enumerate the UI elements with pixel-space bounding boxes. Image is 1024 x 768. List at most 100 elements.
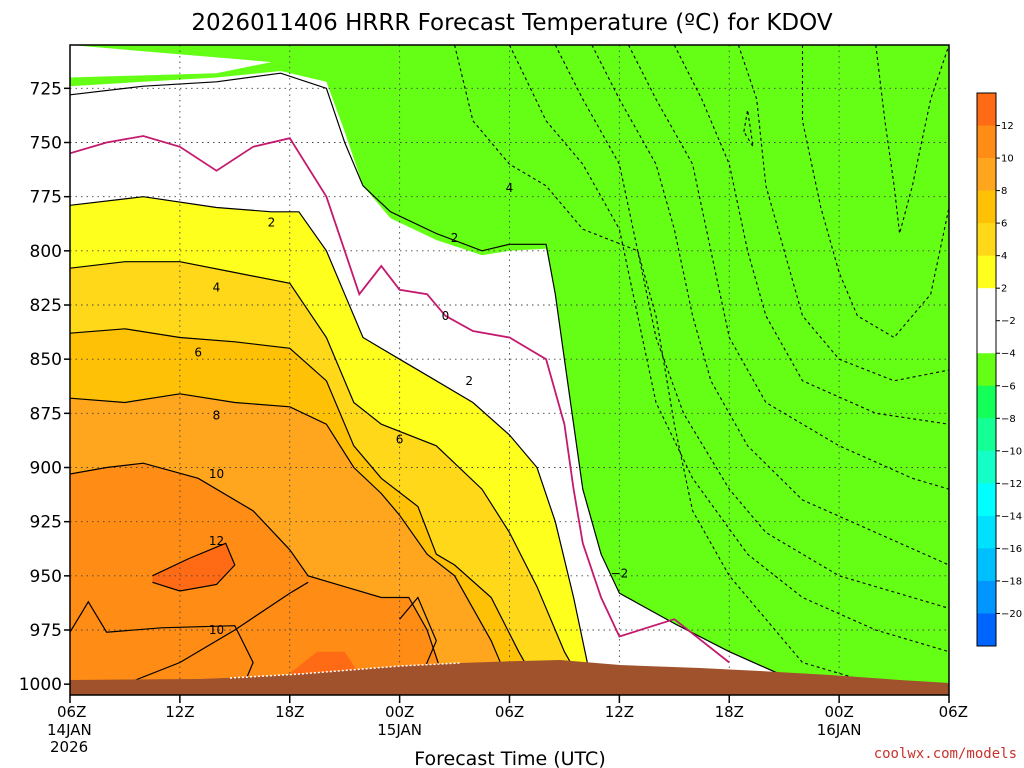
y-tick-label: 725	[30, 79, 62, 99]
colorbar-swatch	[977, 353, 996, 387]
colorbar-label: −6	[1001, 381, 1016, 392]
temperature-contour-line	[628, 45, 949, 490]
y-tick-label: 900	[30, 459, 62, 479]
contour-label: −2	[611, 567, 629, 581]
contour-label: 8	[213, 409, 221, 423]
colorbar-swatch	[977, 158, 996, 192]
x-tick-date-label: 14JAN	[47, 721, 92, 739]
temperature-contour-line	[152, 542, 236, 592]
colorbar-label: −12	[1001, 479, 1022, 490]
colorbar-label: 6	[1001, 219, 1007, 230]
colorbar-label: −8	[1001, 414, 1016, 425]
colorbar-swatch	[977, 190, 996, 224]
temperature-contour-line	[801, 45, 949, 339]
terrain	[70, 660, 949, 695]
x-tick-label: 06Z	[57, 703, 86, 721]
x-tick-label: 06Z	[495, 703, 524, 721]
colorbar-label: −20	[1001, 609, 1022, 620]
colorbar-swatch	[977, 515, 996, 549]
y-tick-label: 850	[30, 350, 62, 370]
y-tick-label: 800	[30, 242, 62, 262]
temperature-contour-line	[70, 328, 538, 685]
colorbar-swatch	[977, 125, 996, 159]
contour-labels: 2 4 6 8 10 12 10 4 2 0 2 6 −2	[194, 181, 628, 637]
contour-label: 2	[451, 231, 459, 245]
temperature-contour-line	[591, 45, 949, 566]
colorbar-label: −14	[1001, 511, 1022, 522]
temperature-contour-line	[509, 45, 949, 653]
colorbar-swatch	[977, 418, 996, 452]
colorbar-swatch	[977, 548, 996, 582]
colorbar-swatch	[977, 320, 996, 354]
x-tick-label: 06Z	[939, 703, 968, 721]
colorbar-swatch	[977, 483, 996, 517]
contour-label: 10	[209, 467, 224, 481]
y-tick-label: 1000	[19, 675, 62, 695]
colorbar-label: 8	[1001, 186, 1007, 197]
temperature-contour-line	[70, 196, 593, 685]
temperature-contour-line	[124, 581, 309, 685]
colorbar-swatch	[977, 580, 996, 614]
colorbar: 12 10 8 6 4 2 −2 −4 −6 −8 −10 −12 −14 −16 −18 −20	[976, 92, 1022, 647]
temperature-contour-line	[454, 45, 949, 692]
colorbar-label: −16	[1001, 544, 1022, 555]
contour-label: 4	[506, 181, 514, 195]
x-tick-year-label: 2026	[50, 738, 88, 756]
colorbar-swatch	[977, 223, 996, 257]
contour-label: 10	[209, 623, 224, 637]
contour-lines	[70, 45, 949, 692]
chart-title: 2026011406 HRRR Forecast Temperature (ºC…	[191, 10, 832, 36]
colorbar-label: −2	[1001, 316, 1016, 327]
colorbar-label: −10	[1001, 446, 1022, 457]
contour-label: 4	[213, 281, 221, 295]
temperature-contour-line	[70, 261, 584, 685]
contour-label: 6	[194, 346, 202, 360]
x-tick-label: 18Z	[715, 703, 744, 721]
y-tick-label: 975	[30, 621, 62, 641]
temperature-band	[70, 463, 446, 695]
colorbar-label: −18	[1001, 576, 1022, 587]
contour-label: 2	[268, 216, 276, 230]
temperature-contour-line	[554, 45, 949, 609]
x-tick-date-label: 16JAN	[817, 721, 862, 739]
x-tick-date-label: 15JAN	[377, 721, 422, 739]
x-tick-label: 00Z	[385, 703, 414, 721]
x-tick-label: 18Z	[275, 703, 304, 721]
colorbar-swatch	[977, 93, 996, 127]
temperature-contour-line	[743, 109, 754, 148]
contour-label: 6	[396, 432, 404, 446]
temperature-contour-line	[737, 45, 949, 382]
y-tick-label: 950	[30, 567, 62, 587]
colorbar-swatch	[977, 255, 996, 289]
colorbar-swatch	[977, 288, 996, 322]
y-axis: 725 750 775 800 825 850 875 900 925 950 975 1000	[19, 79, 70, 695]
colorbar-label: −4	[1001, 349, 1016, 360]
temperature-contour-line	[70, 393, 511, 685]
colorbar-label: 12	[1001, 121, 1014, 132]
colorbar-swatch	[977, 450, 996, 484]
colorbar-label: 4	[1001, 251, 1007, 262]
colorbar-label: 2	[1001, 284, 1007, 295]
x-tick-label: 12Z	[165, 703, 194, 721]
temperature-contour-line	[70, 600, 254, 685]
y-tick-label: 925	[30, 513, 62, 533]
terrain-edge	[229, 662, 461, 679]
temperature-contour-line	[70, 72, 803, 685]
freezing-contour-line	[70, 135, 730, 664]
x-axis-title: Forecast Time (UTC)	[414, 748, 605, 768]
plot-area	[70, 45, 949, 695]
contour-label: 2	[465, 374, 473, 388]
temperature-contour-line	[399, 596, 437, 685]
colorbar-swatch	[977, 385, 996, 419]
contour-label: 0	[442, 309, 450, 323]
y-tick-label: 875	[30, 404, 62, 424]
credit-text: coolwx.com/models	[874, 746, 1017, 762]
x-tick-label: 12Z	[605, 703, 634, 721]
colorbar-label: 10	[1001, 154, 1014, 165]
colorbar-swatch	[977, 613, 996, 647]
temperature-band	[152, 543, 235, 591]
temperature-contour-line	[673, 45, 949, 425]
y-tick-label: 775	[30, 188, 62, 208]
